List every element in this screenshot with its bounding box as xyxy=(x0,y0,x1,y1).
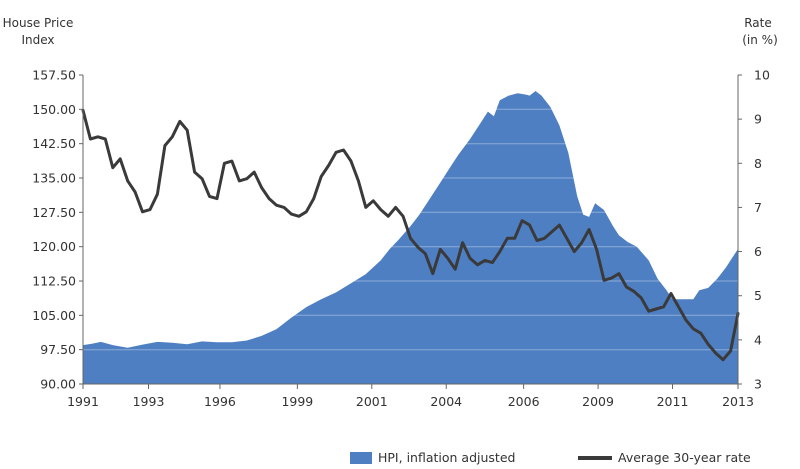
x-tick-label: 1991 xyxy=(67,394,99,409)
x-tick-label: 2004 xyxy=(430,394,462,409)
gridlines xyxy=(83,108,738,351)
x-tick-label: 2013 xyxy=(722,394,754,409)
x-tick-label: 2001 xyxy=(356,394,388,409)
legend-swatch-hpi xyxy=(350,452,372,464)
left-tick-label: 157.50 xyxy=(32,68,76,83)
legend: HPI, inflation adjusted Average 30-year … xyxy=(350,450,751,465)
legend-label-hpi: HPI, inflation adjusted xyxy=(378,450,515,465)
rate-line-layer xyxy=(81,108,740,362)
x-tick-label: 1999 xyxy=(281,394,313,409)
right-tick-label: 3 xyxy=(754,377,762,392)
left-tick-label: 112.50 xyxy=(32,274,76,289)
left-tick-label: 142.50 xyxy=(32,136,76,151)
rate-line xyxy=(81,108,740,362)
x-axis-ticks: 1991 1993 1996 1999 2001 2004 2006 2009 2011 2013 xyxy=(67,384,754,409)
left-tick-label: 97.50 xyxy=(40,342,76,357)
right-tick-label: 6 xyxy=(754,244,762,259)
right-tick-label: 9 xyxy=(754,112,762,127)
x-tick-label: 2006 xyxy=(508,394,540,409)
left-tick-label: 120.00 xyxy=(32,239,76,254)
x-tick-label: 1993 xyxy=(133,394,165,409)
right-tick-label: 10 xyxy=(754,68,770,83)
x-tick-label: 2009 xyxy=(582,394,614,409)
right-axis-title-line2: (in %) xyxy=(742,33,778,47)
x-tick-label: 1996 xyxy=(204,394,236,409)
right-tick-label: 8 xyxy=(754,156,762,171)
left-axis-title-line2: Index xyxy=(21,33,54,47)
legend-label-rate: Average 30-year rate xyxy=(618,450,751,465)
left-axis-ticks: 157.50 150.00 142.50 135.00 127.50 120.00 112.… xyxy=(32,68,83,392)
left-axis-title-line1: House Price xyxy=(3,16,74,30)
x-tick-label: 2011 xyxy=(657,394,689,409)
right-tick-label: 4 xyxy=(754,332,762,347)
right-axis-title-line1: Rate xyxy=(744,16,772,30)
left-tick-label: 127.50 xyxy=(32,205,76,220)
left-tick-label: 150.00 xyxy=(32,102,76,117)
right-axis-ticks: 10 9 8 7 6 5 4 3 xyxy=(738,68,770,392)
axes xyxy=(82,75,739,385)
right-tick-label: 7 xyxy=(754,200,762,215)
left-tick-label: 135.00 xyxy=(32,171,76,186)
right-tick-label: 5 xyxy=(754,288,762,303)
left-tick-label: 90.00 xyxy=(40,377,76,392)
left-tick-label: 105.00 xyxy=(32,308,76,323)
